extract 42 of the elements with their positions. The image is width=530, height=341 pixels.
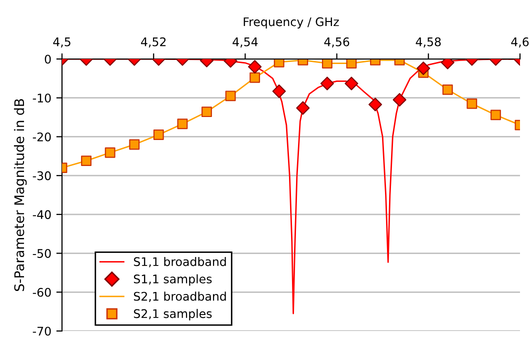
- y-tick-label: -20: [32, 132, 51, 142]
- point: [177, 118, 188, 130]
- point: [344, 76, 358, 90]
- x-tick-label: 4,5: [53, 38, 70, 48]
- point: [129, 139, 140, 150]
- x-tick-label: 4,56: [324, 37, 350, 48]
- point: [104, 147, 116, 158]
- point: [250, 72, 260, 83]
- legend-label: S2,1 broadband: [134, 292, 226, 302]
- point: [153, 130, 164, 140]
- legend-label: S1,1 broadband: [134, 256, 226, 268]
- x-tick-label: 4,6: [511, 37, 529, 48]
- point: [442, 84, 453, 95]
- point: [248, 60, 262, 74]
- y-tick-label: -60: [32, 288, 51, 297]
- point: [272, 84, 286, 98]
- x-tick-label: 4,58: [416, 37, 441, 48]
- y-axis-title: S-Parameter Magnitude in dB: [14, 99, 27, 291]
- point: [322, 59, 332, 68]
- point: [346, 59, 357, 68]
- y-tick-label: -30: [32, 171, 51, 180]
- point: [466, 98, 478, 109]
- point: [274, 59, 284, 68]
- x-tick-label: 4,52: [141, 37, 166, 48]
- point: [202, 106, 212, 118]
- x-tick-label: 4,54: [232, 38, 258, 48]
- y-tick-label: 0: [44, 54, 51, 64]
- legend-label: S1,1 samples: [134, 274, 212, 286]
- y-tick-label: -70: [32, 326, 51, 336]
- x-axis-title: Frequency / GHz: [244, 17, 339, 28]
- point: [368, 98, 382, 112]
- point: [320, 76, 334, 90]
- y-tick-label: -10: [32, 94, 51, 103]
- point: [81, 156, 92, 166]
- point: [225, 90, 236, 102]
- legend-label: S2,1 samples: [134, 308, 212, 320]
- point: [416, 62, 430, 76]
- point: [296, 101, 310, 115]
- point: [490, 110, 501, 120]
- y-tick-label: -50: [32, 249, 51, 258]
- point: [392, 93, 406, 107]
- y-tick-label: -40: [32, 210, 51, 220]
